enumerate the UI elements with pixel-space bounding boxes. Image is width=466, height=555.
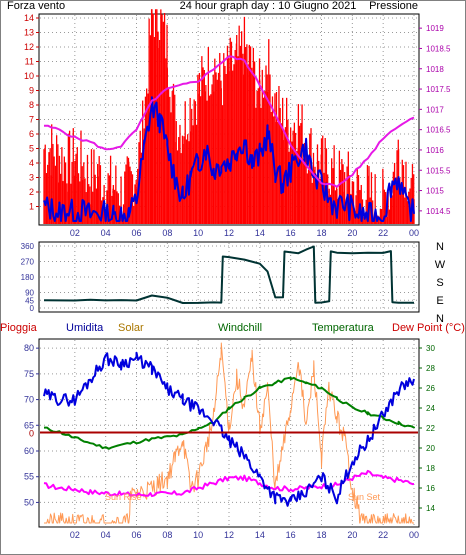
humidity-tick-label: 50 (24, 497, 34, 507)
series-layer (40, 9, 418, 524)
top-left-tick-label: 12 (24, 42, 34, 52)
top-left-tick-label: 11 (25, 57, 34, 67)
compass-label: W (435, 259, 446, 271)
bot-x-tick-label: 16 (286, 530, 296, 540)
temperature-line (44, 376, 415, 450)
temperature-tick-label: 18 (426, 464, 435, 473)
humidity-tick-label: 65 (24, 420, 34, 430)
sunset-label: Sun Set (348, 492, 381, 502)
top-x-tick-label: 22 (378, 228, 388, 238)
temperature-tick-label: 26 (426, 384, 435, 393)
compass-label: N (436, 241, 444, 253)
top-x-tick-label: 08 (162, 228, 172, 238)
top-right-tick-label: 1017 (426, 105, 444, 114)
dewpoint-line (43, 469, 415, 498)
top-right-tick-label: 1015 (426, 187, 444, 196)
pressure-label: Pressione (369, 0, 418, 12)
bot-x-tick-label: 12 (224, 530, 234, 540)
bot-x-tick-label: 14 (255, 530, 265, 540)
top-x-tick-label: 00 (409, 228, 419, 238)
direction-tick-label: 180 (21, 273, 35, 282)
chart-title: 24 hour graph day : 10 Giugno 2021 (180, 0, 357, 12)
top-left-tick-label: 4 (29, 158, 34, 168)
compass-label: E (436, 295, 443, 307)
bot-x-tick-label: 02 (70, 530, 80, 540)
temperature-tick-label: 14 (426, 504, 435, 513)
legend-item-2: Solar (118, 322, 144, 334)
top-x-tick-label: 16 (286, 228, 296, 238)
bot-x-tick-label: 22 (378, 530, 388, 540)
direction-tick-label: 45 (25, 296, 34, 305)
bot-x-tick-label: 20 (347, 530, 357, 540)
top-right-tick-label: 1016 (426, 146, 444, 155)
wind-direction-line (43, 245, 414, 304)
sunrise-label: Sun Rise (105, 492, 142, 502)
legend-item-3: Windchill (218, 322, 262, 334)
direction-tick-label: 0 (30, 304, 35, 313)
top-right-tick-label: 1014.5 (426, 207, 451, 216)
top-left-tick-label: 13 (24, 28, 34, 38)
top-left-tick-label: 8 (29, 100, 34, 110)
bot-x-tick-label: 08 (162, 530, 172, 540)
legend-layer: Pioggia Umidita Solar Windchill Temperatura D… (0, 322, 465, 502)
bot-x-tick-label: 18 (316, 530, 326, 540)
top-left-tick-label: 9 (29, 86, 34, 96)
legend-item-1: Umidita (66, 322, 104, 334)
top-left-tick-label: 1 (29, 202, 34, 212)
top-x-tick-label: 04 (101, 228, 111, 238)
axes-layer: 012345678910111213141014.510151015.51016… (21, 13, 451, 540)
direction-tick-label: 360 (21, 242, 35, 251)
humidity-line (43, 351, 415, 507)
temperature-tick-label: 24 (426, 404, 435, 413)
temperature-tick-label: 30 (426, 344, 435, 353)
bot-x-tick-label: 10 (193, 530, 203, 540)
top-right-tick-label: 1017.5 (426, 85, 451, 94)
bot-x-tick-label: 06 (131, 530, 141, 540)
top-x-tick-label: 10 (193, 228, 203, 238)
humidity-tick-label: 55 (24, 472, 34, 482)
top-x-tick-label: 06 (131, 228, 141, 238)
legend-item-5: Dew Point (°C) (392, 322, 465, 334)
direction-tick-label: 90 (25, 289, 34, 298)
wind-average-line (43, 96, 415, 222)
bot-x-tick-label: 00 (409, 530, 419, 540)
top-right-tick-label: 1018 (426, 65, 444, 74)
top-left-tick-label: 6 (29, 129, 34, 139)
top-x-tick-label: 12 (224, 228, 234, 238)
rain-zero-label: 0 (29, 428, 34, 438)
top-right-tick-label: 1015.5 (426, 166, 451, 175)
bot-x-tick-label: 04 (101, 530, 111, 540)
top-x-tick-label: 02 (70, 228, 80, 238)
humidity-tick-label: 60 (24, 446, 34, 456)
top-left-tick-label: 5 (29, 144, 34, 154)
top-left-tick-label: 2 (29, 187, 34, 197)
top-x-tick-label: 18 (316, 228, 326, 238)
legend-item-0: Pioggia (0, 322, 38, 334)
top-x-tick-label: 20 (347, 228, 357, 238)
top-left-tick-label: 14 (24, 13, 34, 23)
temperature-tick-label: 22 (426, 424, 435, 433)
compass-label: S (436, 277, 443, 289)
temperature-tick-label: 16 (426, 484, 435, 493)
humidity-tick-label: 70 (24, 395, 34, 405)
top-left-tick-label: 3 (29, 173, 34, 183)
top-left-tick-label: 7 (29, 115, 34, 125)
top-left-tick-label: 10 (24, 71, 34, 81)
legend-item-4: Temperatura (312, 322, 375, 334)
humidity-tick-label: 75 (24, 369, 34, 379)
direction-tick-label: 270 (21, 258, 35, 267)
temperature-tick-label: 28 (426, 364, 435, 373)
humidity-tick-label: 80 (24, 343, 34, 353)
top-right-tick-label: 1019 (426, 24, 444, 33)
wind-force-label: Forza vento (7, 0, 65, 12)
pressure-line (43, 55, 415, 188)
top-right-tick-label: 1016.5 (426, 126, 451, 135)
solar-line (44, 342, 414, 524)
temperature-tick-label: 20 (426, 444, 435, 453)
compass-label: N (436, 313, 444, 325)
top-right-tick-label: 1018.5 (426, 44, 451, 53)
top-x-tick-label: 14 (255, 228, 265, 238)
